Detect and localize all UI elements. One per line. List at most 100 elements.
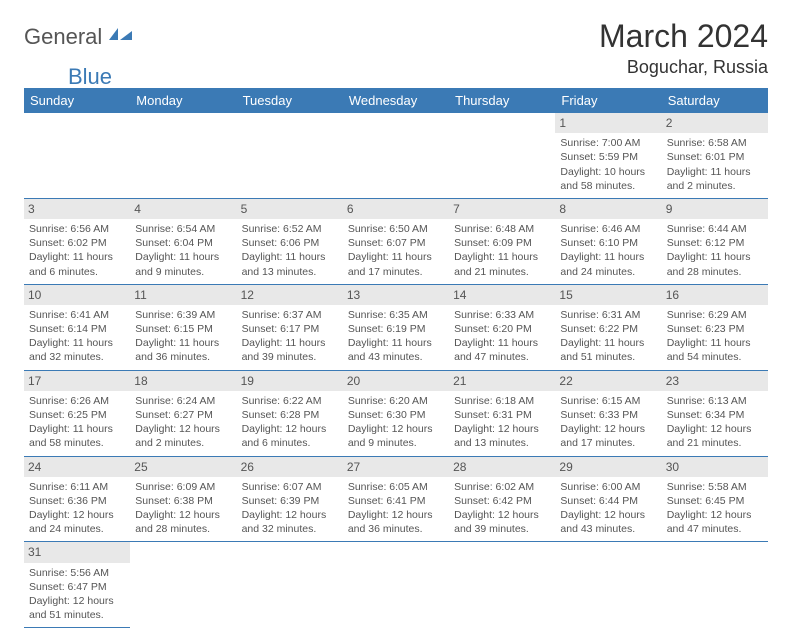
- calendar-day-cell: 27 Sunrise: 6:05 AMSunset: 6:41 PMDayligh…: [343, 456, 449, 542]
- day-number: 29: [555, 457, 661, 477]
- calendar-day-cell: 28Sunrise: 6:02 AMSunset: 6:42 PMDayligh…: [449, 456, 555, 542]
- day-number: 30: [662, 457, 768, 477]
- calendar-day-cell: 5Sunrise: 6:52 AMSunset: 6:06 PMDaylight…: [237, 198, 343, 284]
- weekday-header: Tuesday: [237, 88, 343, 113]
- day-info: Sunrise: 6:48 AMSunset: 6:09 PMDaylight:…: [454, 222, 550, 279]
- logo-flag-icon: [108, 26, 134, 49]
- title-block: March 2024 Boguchar, Russia: [599, 18, 768, 78]
- day-info: Sunrise: 6:11 AMSunset: 6:36 PMDaylight:…: [29, 480, 125, 537]
- day-number: 28: [449, 457, 555, 477]
- weekday-header: Friday: [555, 88, 661, 113]
- day-number: 17: [24, 371, 130, 391]
- day-info: Sunrise: 6:31 AMSunset: 6:22 PMDaylight:…: [560, 308, 656, 365]
- day-number: 20: [343, 371, 449, 391]
- day-number: 22: [555, 371, 661, 391]
- day-number: 14: [449, 285, 555, 305]
- day-info: Sunrise: 6:18 AMSunset: 6:31 PMDaylight:…: [454, 394, 550, 451]
- calendar-empty-cell: [555, 542, 661, 628]
- day-info: Sunrise: 6:35 AMSunset: 6:19 PMDaylight:…: [348, 308, 444, 365]
- day-info: Sunrise: 6:15 AMSunset: 6:33 PMDaylight:…: [560, 394, 656, 451]
- calendar-day-cell: 8 Sunrise: 6:46 AMSunset: 6:10 PMDaylight…: [555, 198, 661, 284]
- day-number: 1: [555, 113, 661, 133]
- day-info: Sunrise: 6:54 AMSunset: 6:04 PMDaylight:…: [135, 222, 231, 279]
- calendar-day-cell: 18Sunrise: 6:24 AMSunset: 6:27 PMDayligh…: [130, 370, 236, 456]
- calendar-day-cell: 30Sunrise: 5:58 AMSunset: 6:45 PMDayligh…: [662, 456, 768, 542]
- calendar-day-cell: 24 Sunrise: 6:11 AMSunset: 6:36 PMDayligh…: [24, 456, 130, 542]
- weekday-header: Saturday: [662, 88, 768, 113]
- calendar-day-cell: 21 Sunrise: 6:18 AMSunset: 6:31 PMDayligh…: [449, 370, 555, 456]
- day-number: 12: [237, 285, 343, 305]
- day-info: Sunrise: 6:13 AMSunset: 6:34 PMDaylight:…: [667, 394, 763, 451]
- calendar-day-cell: 11 Sunrise: 6:39 AMSunset: 6:15 PMDayligh…: [130, 284, 236, 370]
- calendar-day-cell: 22 Sunrise: 6:15 AMSunset: 6:33 PMDayligh…: [555, 370, 661, 456]
- day-info: Sunrise: 6:46 AMSunset: 6:10 PMDaylight:…: [560, 222, 656, 279]
- calendar-day-cell: 4 Sunrise: 6:54 AMSunset: 6:04 PMDaylight…: [130, 198, 236, 284]
- day-number: 18: [130, 371, 236, 391]
- day-number: 27: [343, 457, 449, 477]
- calendar-week-row: 17 Sunrise: 6:26 AMSunset: 6:25 PMDayligh…: [24, 370, 768, 456]
- day-number: 8: [555, 199, 661, 219]
- day-info: Sunrise: 6:39 AMSunset: 6:15 PMDaylight:…: [135, 308, 231, 365]
- calendar-empty-cell: [24, 113, 130, 198]
- weekday-header: Thursday: [449, 88, 555, 113]
- day-info: Sunrise: 6:05 AMSunset: 6:41 PMDaylight:…: [348, 480, 444, 537]
- calendar-day-cell: 31Sunrise: 5:56 AMSunset: 6:47 PMDayligh…: [24, 542, 130, 628]
- day-number: 2: [662, 113, 768, 133]
- day-number: 21: [449, 371, 555, 391]
- day-info: Sunrise: 6:22 AMSunset: 6:28 PMDaylight:…: [242, 394, 338, 451]
- calendar-empty-cell: [449, 113, 555, 198]
- day-info: Sunrise: 7:00 AMSunset: 5:59 PMDaylight:…: [560, 136, 656, 193]
- calendar-day-cell: 10 Sunrise: 6:41 AMSunset: 6:14 PMDayligh…: [24, 284, 130, 370]
- day-number: 7: [449, 199, 555, 219]
- calendar-day-cell: 25Sunrise: 6:09 AMSunset: 6:38 PMDayligh…: [130, 456, 236, 542]
- day-info: Sunrise: 6:00 AMSunset: 6:44 PMDaylight:…: [560, 480, 656, 537]
- calendar-empty-cell: [130, 542, 236, 628]
- day-number: 25: [130, 457, 236, 477]
- day-number: 3: [24, 199, 130, 219]
- calendar-day-cell: 20 Sunrise: 6:20 AMSunset: 6:30 PMDayligh…: [343, 370, 449, 456]
- day-number: 15: [555, 285, 661, 305]
- month-title: March 2024: [599, 18, 768, 55]
- calendar-week-row: 10 Sunrise: 6:41 AMSunset: 6:14 PMDayligh…: [24, 284, 768, 370]
- day-number: 16: [662, 285, 768, 305]
- calendar-day-cell: 15 Sunrise: 6:31 AMSunset: 6:22 PMDayligh…: [555, 284, 661, 370]
- calendar-week-row: 1 Sunrise: 7:00 AMSunset: 5:59 PMDaylight…: [24, 113, 768, 198]
- calendar-empty-cell: [343, 542, 449, 628]
- day-info: Sunrise: 6:07 AMSunset: 6:39 PMDaylight:…: [242, 480, 338, 537]
- calendar-week-row: 31Sunrise: 5:56 AMSunset: 6:47 PMDayligh…: [24, 542, 768, 628]
- day-info: Sunrise: 6:58 AMSunset: 6:01 PMDaylight:…: [667, 136, 763, 193]
- day-number: 5: [237, 199, 343, 219]
- logo-text-general: General: [24, 24, 102, 50]
- day-info: Sunrise: 6:56 AMSunset: 6:02 PMDaylight:…: [29, 222, 125, 279]
- day-number: 24: [24, 457, 130, 477]
- day-number: 4: [130, 199, 236, 219]
- calendar-empty-cell: [662, 542, 768, 628]
- calendar-day-cell: 17 Sunrise: 6:26 AMSunset: 6:25 PMDayligh…: [24, 370, 130, 456]
- calendar-day-cell: 9Sunrise: 6:44 AMSunset: 6:12 PMDaylight…: [662, 198, 768, 284]
- logo-text-blue: Blue: [68, 64, 112, 90]
- calendar-day-cell: 16 Sunrise: 6:29 AMSunset: 6:23 PMDayligh…: [662, 284, 768, 370]
- calendar-table: SundayMondayTuesdayWednesdayThursdayFrid…: [24, 88, 768, 628]
- day-info: Sunrise: 6:50 AMSunset: 6:07 PMDaylight:…: [348, 222, 444, 279]
- calendar-day-cell: 29 Sunrise: 6:00 AMSunset: 6:44 PMDayligh…: [555, 456, 661, 542]
- calendar-day-cell: 14Sunrise: 6:33 AMSunset: 6:20 PMDayligh…: [449, 284, 555, 370]
- calendar-empty-cell: [237, 542, 343, 628]
- day-info: Sunrise: 6:20 AMSunset: 6:30 PMDaylight:…: [348, 394, 444, 451]
- calendar-day-cell: 19Sunrise: 6:22 AMSunset: 6:28 PMDayligh…: [237, 370, 343, 456]
- day-info: Sunrise: 6:29 AMSunset: 6:23 PMDaylight:…: [667, 308, 763, 365]
- logo: General: [24, 18, 136, 50]
- calendar-week-row: 3 Sunrise: 6:56 AMSunset: 6:02 PMDaylight…: [24, 198, 768, 284]
- header: General March 2024 Boguchar, Russia: [24, 18, 768, 78]
- calendar-day-cell: 2 Sunrise: 6:58 AMSunset: 6:01 PMDaylight…: [662, 113, 768, 198]
- calendar-day-cell: 7 Sunrise: 6:48 AMSunset: 6:09 PMDaylight…: [449, 198, 555, 284]
- day-number: 10: [24, 285, 130, 305]
- calendar-header-row: SundayMondayTuesdayWednesdayThursdayFrid…: [24, 88, 768, 113]
- calendar-day-cell: 1 Sunrise: 7:00 AMSunset: 5:59 PMDaylight…: [555, 113, 661, 198]
- day-info: Sunrise: 6:41 AMSunset: 6:14 PMDaylight:…: [29, 308, 125, 365]
- calendar-day-cell: 13Sunrise: 6:35 AMSunset: 6:19 PMDayligh…: [343, 284, 449, 370]
- calendar-day-cell: 12Sunrise: 6:37 AMSunset: 6:17 PMDayligh…: [237, 284, 343, 370]
- day-number: 26: [237, 457, 343, 477]
- day-number: 11: [130, 285, 236, 305]
- weekday-header: Sunday: [24, 88, 130, 113]
- day-info: Sunrise: 6:26 AMSunset: 6:25 PMDaylight:…: [29, 394, 125, 451]
